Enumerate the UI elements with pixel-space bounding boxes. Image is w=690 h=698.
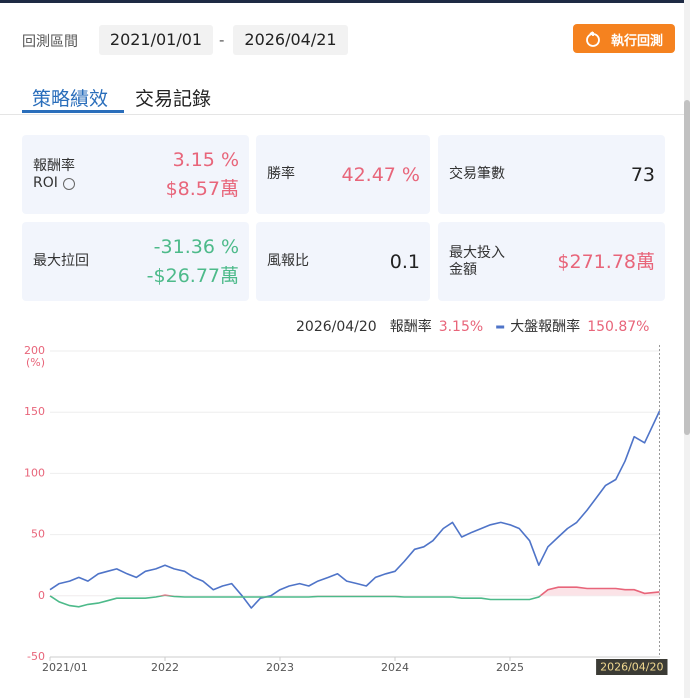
cursor-label-bg — [596, 659, 668, 675]
range-label: 回測區間 — [22, 34, 78, 50]
end-date[interactable]: 2026/04/21 — [233, 25, 348, 55]
y-tick-label: 200 — [24, 344, 45, 357]
metric-label: 最大拉回 — [33, 253, 89, 269]
tab-underline — [22, 110, 124, 113]
metric-value: $271.78萬 — [557, 251, 655, 273]
metric-label: 交易筆數 — [449, 166, 505, 182]
metric-card: 報酬率 ROI 3.15 % $8.57萬 — [22, 135, 249, 214]
metric-label: ROI — [33, 175, 58, 191]
y-unit: (%) — [26, 356, 45, 369]
legend-date: 2026/04/20 — [296, 319, 377, 335]
run-label: 執行回測 — [611, 34, 664, 49]
metric-card: 勝率 42.47 % — [256, 135, 430, 214]
strategy-line — [49, 595, 542, 608]
y-tick-label: 0 — [38, 589, 45, 602]
legend-label: 大盤報酬率 — [510, 318, 580, 335]
metric-value: 3.15 % — [172, 149, 239, 171]
metric-label: 金額 — [449, 262, 477, 278]
legend-value: 3.15% — [439, 319, 483, 335]
tab[interactable]: 策略績效 — [32, 88, 109, 110]
scrollbar[interactable] — [684, 0, 690, 698]
metric-value: 42.47 % — [341, 164, 421, 186]
metric-value: -$26.77萬 — [146, 265, 239, 287]
run-icon — [586, 31, 600, 47]
x-tick-label: 2022 — [151, 661, 179, 674]
metric-label: 風報比 — [267, 253, 309, 269]
metric-label: 最大投入 — [449, 245, 505, 261]
divider — [0, 114, 684, 115]
metric-card: 最大投入 金額 $271.78萬 — [438, 222, 665, 301]
strategy-line — [50, 586, 660, 596]
metric-label: 勝率 — [267, 166, 295, 182]
cursor-label: 2026/04/20 — [600, 661, 663, 674]
metric-value: 0.1 — [389, 251, 420, 273]
legend-label: 報酬率 — [390, 318, 432, 335]
x-tick-label: 2023 — [266, 661, 294, 674]
scroll-thumb[interactable] — [684, 100, 690, 435]
start-date[interactable]: 2021/01/01 — [99, 25, 213, 55]
metric-card: 風報比 0.1 — [256, 222, 430, 301]
metric-label: 報酬率 — [33, 158, 75, 174]
info-icon — [63, 178, 75, 190]
benchmark-line — [49, 410, 661, 609]
y-tick-label: 150 — [24, 405, 45, 418]
run-button[interactable]: 執行回測 — [573, 24, 675, 53]
cursor-label-box: 2026/04/20 — [596, 659, 668, 675]
x-tick-label: 2021/01 — [42, 661, 88, 674]
y-tick-label: 100 — [24, 466, 45, 479]
strategy-area — [161, 587, 660, 596]
metric-card: 交易筆數 73 — [438, 135, 665, 214]
tab[interactable]: 交易記錄 — [135, 88, 212, 110]
metric-value: 73 — [630, 164, 655, 186]
metric-value: $8.57萬 — [165, 178, 239, 200]
top-bar — [0, 0, 690, 3]
y-tick-label: 50 — [31, 528, 45, 541]
separator: - — [219, 31, 225, 49]
legend-value: 150.87% — [587, 319, 649, 335]
metric-card: 最大拉回 -31.36 % -$26.77萬 — [22, 222, 249, 301]
x-tick-label: 2025 — [496, 661, 524, 674]
x-tick-label: 2024 — [381, 661, 409, 674]
metric-value: -31.36 % — [153, 236, 239, 258]
y-tick-label: -50 — [27, 650, 45, 663]
